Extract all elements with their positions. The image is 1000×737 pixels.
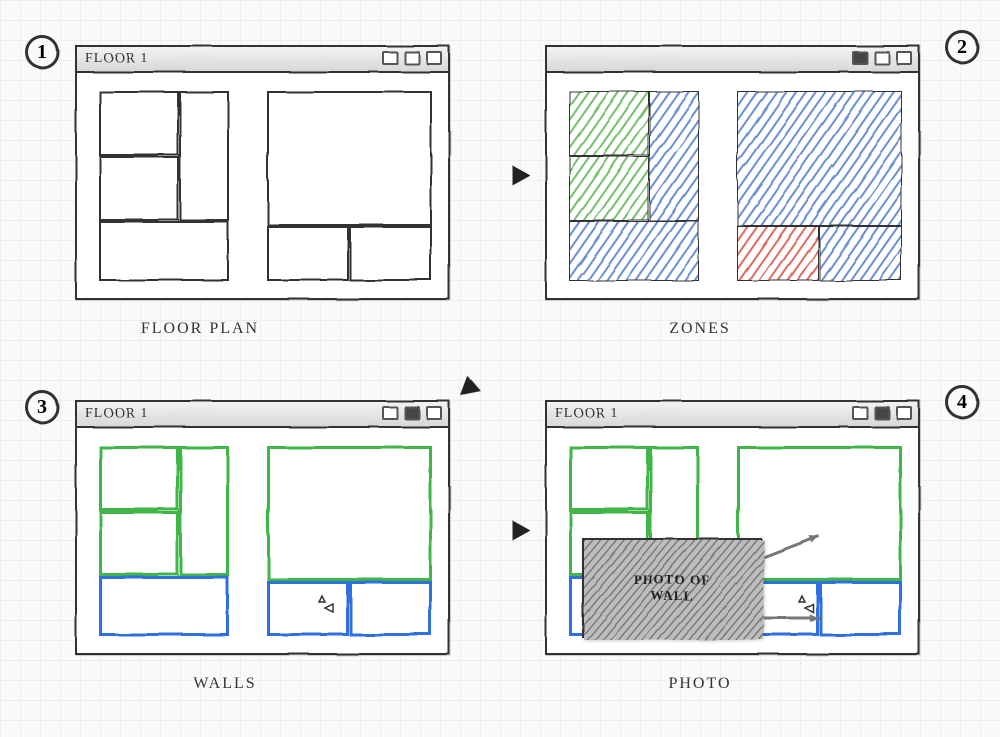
zone-fill	[819, 226, 902, 281]
panel-caption: Zones	[620, 320, 780, 338]
room-outline	[267, 91, 432, 226]
window-button[interactable]	[426, 51, 442, 65]
room-outline	[179, 91, 229, 221]
panel-caption: Floor Plan	[120, 320, 280, 338]
window-button[interactable]	[382, 51, 398, 65]
wall-red-segments	[77, 428, 452, 657]
window-button[interactable]	[852, 406, 868, 420]
zone-fill	[569, 91, 649, 156]
zone-fill	[737, 226, 819, 281]
titlebar: Floor 1	[77, 47, 448, 73]
room-outline	[99, 91, 179, 156]
window-body	[77, 73, 448, 298]
titlebar: Floor 1	[77, 402, 448, 428]
window-button[interactable]	[896, 406, 912, 420]
step-number: 3	[25, 390, 59, 424]
window-title: Floor 1	[85, 51, 148, 67]
room-outline	[349, 226, 432, 281]
window-panel: Floor 1 Photo of Wall	[545, 400, 920, 655]
window-button[interactable]	[382, 406, 398, 420]
panel-caption: Photo	[620, 675, 780, 693]
zone-fill	[569, 221, 699, 281]
window-button[interactable]	[874, 51, 890, 65]
window-panel	[545, 45, 920, 300]
flow-arrow	[460, 310, 560, 395]
storyboard-canvas: 1 2 3 4 Floor 1 Floor Plan Zones Floor 1 Walls F…	[0, 0, 1000, 737]
window-title: Floor 1	[85, 406, 148, 422]
zone-fill	[569, 156, 649, 221]
window-button[interactable]	[852, 51, 868, 65]
window-body: Photo of Wall	[547, 428, 918, 653]
window-button[interactable]	[404, 51, 420, 65]
window-panel: Floor 1	[75, 400, 450, 655]
zone-fill	[649, 91, 699, 221]
window-body	[77, 428, 448, 653]
window-button[interactable]	[426, 406, 442, 420]
window-body	[547, 73, 918, 298]
room-outline	[99, 221, 229, 281]
window-button[interactable]	[874, 406, 890, 420]
step-number: 1	[25, 35, 59, 69]
window-button[interactable]	[896, 51, 912, 65]
step-number: 4	[945, 385, 979, 419]
zone-fill	[737, 91, 902, 226]
window-button[interactable]	[404, 406, 420, 420]
room-outline	[267, 226, 349, 281]
photo-overlay[interactable]: Photo of Wall	[582, 538, 762, 638]
step-number: 2	[945, 30, 979, 64]
room-outline	[99, 156, 179, 221]
titlebar: Floor 1	[547, 402, 918, 428]
titlebar	[547, 47, 918, 73]
window-title: Floor 1	[555, 406, 618, 422]
window-panel: Floor 1	[75, 45, 450, 300]
panel-caption: Walls	[145, 675, 305, 693]
